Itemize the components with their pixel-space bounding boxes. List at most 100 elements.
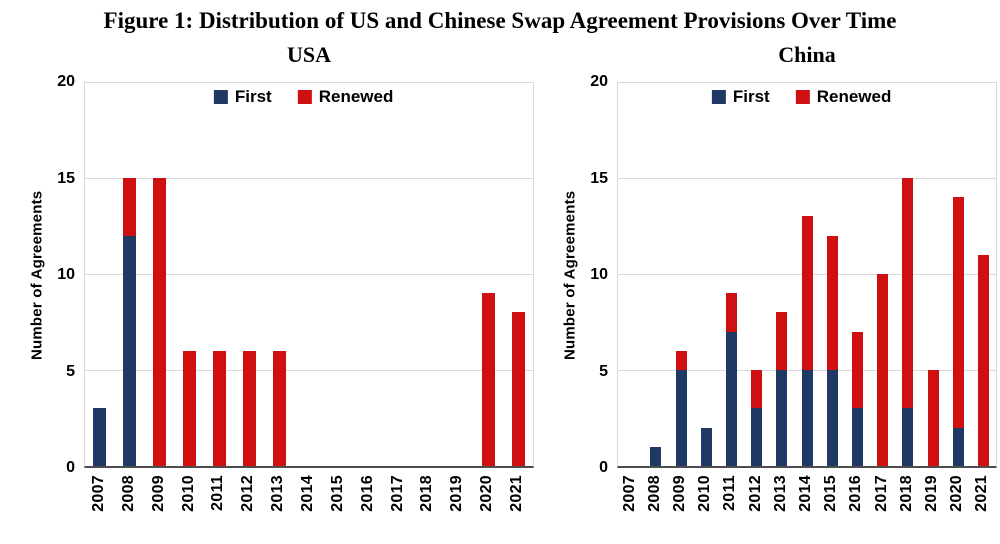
x-tick-label: 2013 bbox=[771, 475, 789, 512]
plot-area: First Renewed bbox=[617, 82, 997, 468]
bar-2021-renewed bbox=[977, 254, 989, 466]
x-tick-label: 2008 bbox=[119, 475, 137, 512]
bar-2021-renewed bbox=[511, 312, 525, 466]
x-tick-label: 2015 bbox=[822, 475, 840, 512]
bar-2008-renewed bbox=[123, 178, 137, 236]
y-tick-label: 20 bbox=[590, 73, 608, 90]
bar-2016-first bbox=[851, 408, 863, 466]
bar-2017-renewed bbox=[877, 274, 889, 466]
x-tick-label: 2014 bbox=[797, 475, 814, 512]
y-tick-label: 5 bbox=[66, 362, 75, 380]
x-tick-label: 2020 bbox=[948, 475, 966, 512]
legend-label-renewed: Renewed bbox=[816, 87, 892, 106]
x-tick-label: 2011 bbox=[721, 475, 739, 511]
plot-area: First Renewed bbox=[84, 82, 534, 468]
bar-2014-renewed bbox=[801, 216, 813, 370]
bar-2015-renewed bbox=[826, 235, 838, 370]
bar-2013-renewed bbox=[272, 350, 286, 466]
x-tick-label: 2012 bbox=[746, 475, 764, 512]
bar-2019-renewed bbox=[927, 370, 939, 466]
bar-2020-first bbox=[952, 427, 964, 466]
legend-label-first: First bbox=[234, 87, 272, 106]
x-tick-label: 2019 bbox=[448, 475, 466, 512]
x-tick-label: 2016 bbox=[847, 475, 865, 512]
chart-usa-grid: Number of Agreements 0 5 10 15 20 First Rene… bbox=[26, 73, 534, 528]
bar-2012-first bbox=[751, 408, 763, 466]
bar-2009-renewed bbox=[153, 178, 167, 466]
y-axis-ticks: 0 5 10 15 20 bbox=[581, 73, 617, 476]
y-axis-ticks: 0 5 10 15 20 bbox=[48, 73, 84, 476]
gridline bbox=[85, 82, 533, 83]
x-tick-label: 2009 bbox=[149, 475, 167, 512]
chart-china-title: China bbox=[778, 42, 836, 67]
legend-item-renewed: Renewed bbox=[297, 87, 394, 107]
x-tick-label: 2009 bbox=[671, 475, 688, 512]
x-tick-label: 2016 bbox=[358, 475, 376, 512]
legend-swatch-renewed-icon bbox=[297, 90, 312, 104]
legend: First Renewed bbox=[711, 87, 892, 107]
legend-swatch-first-icon bbox=[213, 90, 228, 104]
bar-2011-first bbox=[725, 331, 737, 466]
y-axis-label: Number of Agreements bbox=[28, 190, 46, 360]
x-tick-label: 2012 bbox=[239, 475, 257, 512]
gridline bbox=[618, 178, 996, 179]
chart-usa: USA Number of Agreements 0 5 10 15 20 First … bbox=[26, 36, 534, 528]
chart-china: China Number of Agreements 0 5 10 15 20 Firs… bbox=[559, 36, 997, 528]
x-axis-ticks: 2007 2008 2009 2010 2011 2012 2013 2014 2015 2016… bbox=[84, 468, 534, 528]
x-tick-label: 2018 bbox=[418, 475, 436, 512]
x-tick-label: 2011 bbox=[209, 475, 227, 511]
bar-2007-first bbox=[93, 408, 107, 466]
bar-2020-renewed bbox=[952, 197, 964, 428]
y-axis-label: Number of Agreements bbox=[561, 190, 579, 360]
bar-2008-first bbox=[123, 235, 137, 466]
y-tick-label: 15 bbox=[590, 169, 608, 187]
legend-item-first: First bbox=[213, 87, 272, 107]
bar-2013-renewed bbox=[776, 312, 788, 370]
gridline bbox=[618, 82, 996, 83]
x-tick-label: 2015 bbox=[328, 475, 346, 512]
legend-item-renewed: Renewed bbox=[795, 87, 892, 107]
bar-2010-first bbox=[700, 427, 712, 466]
legend-item-first: First bbox=[711, 87, 770, 107]
y-tick-label: 10 bbox=[57, 266, 75, 283]
legend: First Renewed bbox=[213, 87, 394, 107]
chart-china-grid: Number of Agreements 0 5 10 15 20 First Rene… bbox=[559, 73, 997, 528]
bar-2012-renewed bbox=[751, 370, 763, 409]
bar-2018-first bbox=[902, 408, 914, 466]
y-tick-label: 5 bbox=[599, 362, 608, 380]
x-tick-label: 2007 bbox=[89, 475, 107, 512]
bar-2011-renewed bbox=[725, 293, 737, 332]
x-tick-label: 2010 bbox=[696, 475, 714, 512]
x-tick-label: 2017 bbox=[872, 475, 890, 512]
bar-2013-first bbox=[776, 370, 788, 466]
x-tick-label: 2008 bbox=[645, 475, 663, 512]
x-tick-label: 2014 bbox=[299, 475, 316, 512]
y-tick-label: 0 bbox=[599, 459, 608, 476]
x-tick-label: 2010 bbox=[179, 475, 197, 512]
y-tick-label: 10 bbox=[590, 266, 608, 283]
x-tick-label: 2018 bbox=[897, 475, 915, 512]
chart-usa-title: USA bbox=[286, 42, 331, 67]
legend-label-first: First bbox=[732, 87, 770, 106]
x-tick-label: 2021 bbox=[973, 475, 991, 512]
gridline bbox=[85, 370, 533, 371]
bar-2008-first bbox=[650, 446, 662, 466]
x-tick-label: 2017 bbox=[388, 475, 406, 512]
bar-2016-renewed bbox=[851, 331, 863, 409]
bar-2018-renewed bbox=[902, 178, 914, 409]
x-tick-label: 2020 bbox=[478, 475, 496, 512]
x-tick-label: 2007 bbox=[620, 475, 638, 512]
legend-label-renewed: Renewed bbox=[318, 87, 394, 106]
x-axis-ticks: 2007 2008 2009 2010 2011 2012 2013 2014 2015 2016… bbox=[617, 468, 997, 528]
bar-2012-renewed bbox=[242, 350, 256, 466]
bar-2014-first bbox=[801, 370, 813, 466]
bar-2020-renewed bbox=[481, 293, 495, 466]
gridline bbox=[85, 178, 533, 179]
legend-swatch-first-icon bbox=[711, 90, 726, 104]
figure-title: Figure 1: Distribution of US and Chinese… bbox=[103, 8, 897, 33]
y-tick-label: 0 bbox=[66, 459, 75, 476]
bar-2015-first bbox=[826, 370, 838, 466]
legend-swatch-renewed-icon bbox=[795, 90, 810, 104]
y-tick-label: 20 bbox=[57, 73, 75, 90]
